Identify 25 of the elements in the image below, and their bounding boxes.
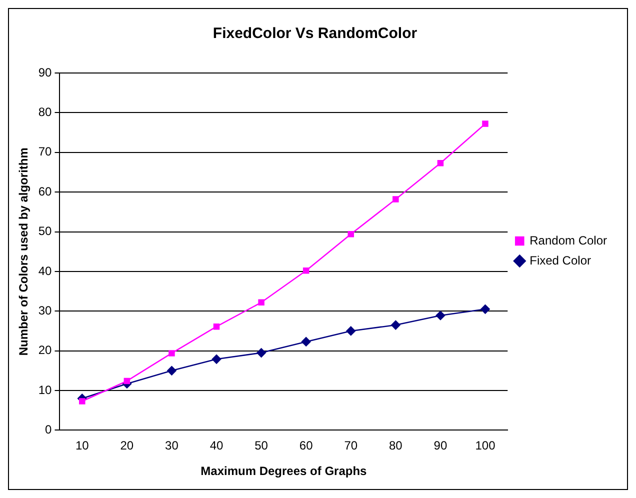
y-axis-title: Number of Colors used by algorithm — [16, 148, 31, 356]
x-tick-label: 70 — [344, 438, 358, 453]
y-tick-label: 20 — [38, 343, 52, 358]
chart-title: FixedColor Vs RandomColor — [212, 25, 418, 42]
x-tick-label: 60 — [299, 438, 314, 453]
y-tick-label: 30 — [38, 303, 52, 318]
x-tick-label: 30 — [165, 438, 179, 453]
x-tick-label: 20 — [120, 438, 134, 453]
x-tick-label: 40 — [210, 438, 224, 453]
x-tick-label: 10 — [75, 438, 90, 453]
y-tick-label: 60 — [38, 184, 52, 198]
y-tick-label: 10 — [38, 382, 52, 397]
y-tick-label: 40 — [38, 264, 52, 278]
x-tick-label: 90 — [434, 438, 448, 453]
y-tick-label: 0 — [45, 422, 52, 437]
legend-label: Fixed Color — [530, 253, 591, 268]
y-tick-label: 50 — [38, 224, 52, 238]
y-tick-label: 90 — [38, 65, 52, 80]
y-tick-label: 70 — [38, 144, 52, 159]
x-tick-label: 80 — [388, 438, 403, 453]
legend-label: Random Color — [530, 233, 608, 248]
x-tick-label: 100 — [475, 438, 496, 453]
x-axis-title: Maximum Degrees of Graphs — [200, 464, 368, 478]
x-tick-label: 50 — [254, 438, 268, 453]
y-tick-label: 80 — [38, 105, 52, 119]
